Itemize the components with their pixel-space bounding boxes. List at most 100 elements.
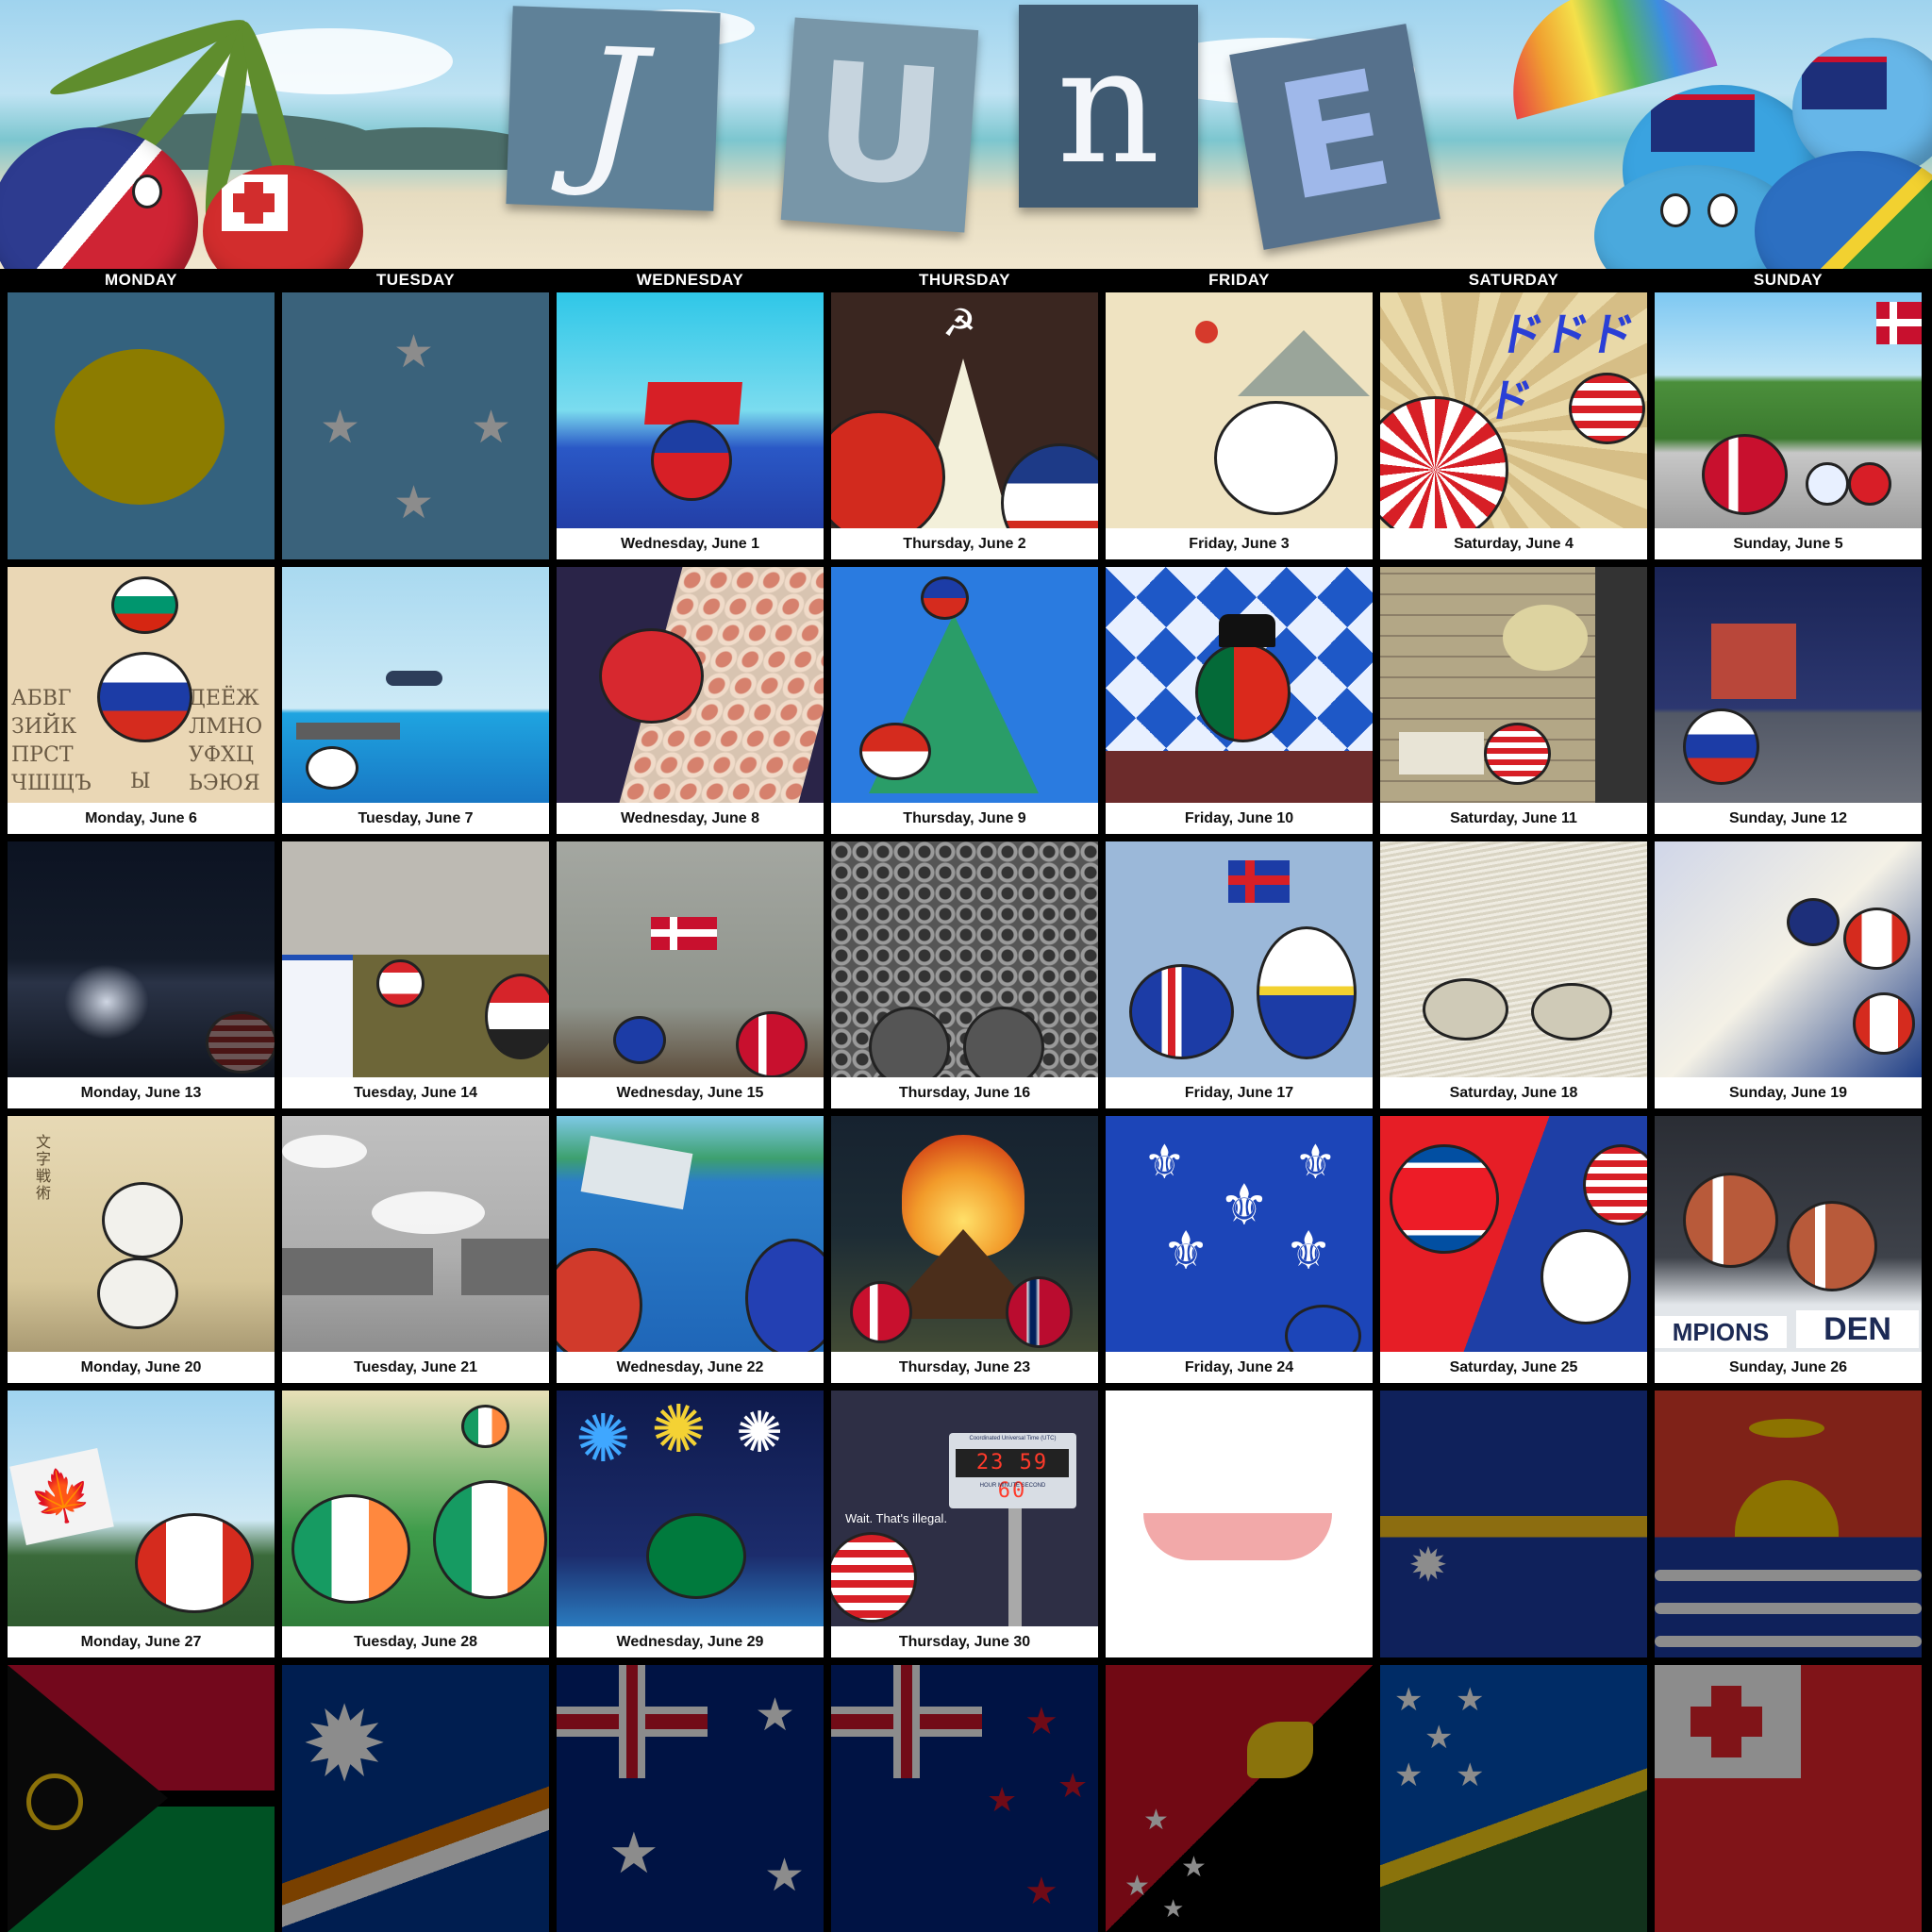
weekday-label-tuesday: TUESDAY xyxy=(375,271,456,289)
calendar-cell[interactable]: Saturday, June 11 xyxy=(1380,567,1647,834)
calendar-cell[interactable]: Friday, June 3 xyxy=(1106,292,1373,559)
russia-ball xyxy=(97,652,192,742)
calendar-cell[interactable]: АБВГ ЗИЙК ПРСТ ЧШЩЪ ДЕЁЖ ЛМНО УФХЦ ЬЭЮЯ … xyxy=(8,567,275,834)
calendar-cell[interactable]: ★ ★ ★ ★ xyxy=(1106,1665,1373,1932)
palau-moon xyxy=(55,349,225,505)
portugal-ball xyxy=(1195,642,1291,742)
weekday-label-thursday: THURSDAY xyxy=(919,271,1010,289)
fleur-de-lis-icon: ⚜ xyxy=(1219,1174,1270,1237)
calendar-cell[interactable]: Thursday, June 16 xyxy=(831,841,1098,1108)
calendar-cell[interactable]: 🍁 Monday, June 27 xyxy=(8,1391,275,1657)
calendar-cell[interactable]: Coordinated Universal Time (UTC) 23 59 6… xyxy=(831,1391,1098,1657)
weekday-label-monday: MONDAY xyxy=(105,271,177,289)
calendar-cell[interactable]: Tuesday, June 21 xyxy=(282,1116,549,1383)
firework-icon: ✺ xyxy=(736,1401,784,1464)
tonga-flag-art xyxy=(1655,1665,1922,1932)
cell-art xyxy=(1655,567,1922,803)
calendar-cell[interactable]: Tuesday, June 14 xyxy=(282,841,549,1108)
calendar-cell[interactable]: Thursday, June 9 xyxy=(831,567,1098,834)
australia-flag-art: ★ ★ ★ xyxy=(557,1665,824,1932)
nauru-flag-art: ✹ xyxy=(1380,1391,1647,1657)
denmark-ball xyxy=(1683,1173,1778,1268)
calendar-cell[interactable] xyxy=(1655,1665,1922,1932)
calendar-cell[interactable]: ☭ Thursday, June 2 xyxy=(831,292,1098,559)
calendar-cell[interactable]: ⚜ ⚜ ⚜ ⚜ ⚜ Friday, June 24 xyxy=(1106,1116,1373,1383)
calendar-cell[interactable]: Saturday, June 18 xyxy=(1380,841,1647,1108)
denmark-flag xyxy=(651,917,717,950)
union-jack xyxy=(831,1665,982,1778)
cyrillic-text-mid: Ы xyxy=(130,770,151,793)
date-label: Tuesday, June 14 xyxy=(282,1077,549,1108)
calendar-cell[interactable]: Saturday, June 25 xyxy=(1380,1116,1647,1383)
star-icon: ★ xyxy=(1058,1766,1089,1805)
wave xyxy=(1655,1570,1922,1581)
date-label: Friday, June 3 xyxy=(1106,528,1373,559)
weekday-header: MONDAY TUESDAY WEDNESDAY THURSDAY FRIDAY… xyxy=(0,269,1932,291)
cathedral xyxy=(1711,624,1796,699)
mountains xyxy=(1238,330,1370,396)
calendar-cell[interactable]: Wednesday, June 1 xyxy=(557,292,824,559)
denmark-flag xyxy=(1876,302,1922,344)
calendar-cell[interactable]: Friday, June 10 xyxy=(1106,567,1373,834)
calendar-cell[interactable]: Wednesday, June 22 xyxy=(557,1116,824,1383)
calendar-cell[interactable]: ★ ★ ★ ★ xyxy=(282,292,549,559)
cell-art: ドドドド xyxy=(1380,292,1647,528)
title-letter-tile: E xyxy=(1229,24,1441,250)
hat-icon xyxy=(1219,614,1275,647)
calendar-cell[interactable]: Monday, June 13 xyxy=(8,841,275,1108)
date-label: Tuesday, June 7 xyxy=(282,803,549,834)
lebanon-ball xyxy=(376,959,425,1008)
calendar-cell[interactable]: Sunday, June 19 xyxy=(1655,841,1922,1108)
calendar-cell[interactable]: ✹ xyxy=(282,1665,549,1932)
calendar-cell[interactable]: ✹ xyxy=(1380,1391,1647,1657)
usa-ball xyxy=(831,1532,917,1623)
header-banner: J U n E xyxy=(0,0,1932,269)
date-label: Sunday, June 19 xyxy=(1655,1077,1922,1108)
sun-icon xyxy=(1735,1480,1839,1537)
star-icon: ★ xyxy=(320,403,361,453)
title-letter: E xyxy=(1264,35,1406,239)
samoa-flag xyxy=(644,382,742,425)
cell-art xyxy=(1106,841,1373,1077)
calendar-cell[interactable] xyxy=(8,1665,275,1932)
sketch-ball xyxy=(1423,978,1508,1041)
den-banner: DEN xyxy=(1796,1310,1919,1348)
korea-ball xyxy=(1214,401,1338,515)
png-flag-art: ★ ★ ★ ★ xyxy=(1106,1665,1373,1932)
micronesia-flag-art: ★ ★ ★ ★ xyxy=(282,292,549,559)
calendar-cell[interactable]: ★ ★ ★ ★ ★ xyxy=(1380,1665,1647,1932)
calendar-cell[interactable] xyxy=(1106,1391,1373,1657)
calendar-cell[interactable] xyxy=(8,292,275,559)
ireland-ball xyxy=(461,1405,509,1448)
newzealand-flag-art: ★ ★ ★ ★ xyxy=(831,1665,1098,1932)
calendar-cell[interactable]: Tuesday, June 7 xyxy=(282,567,549,834)
calendar-cell[interactable]: Tuesday, June 28 xyxy=(282,1391,549,1657)
faroe-ball xyxy=(1257,926,1357,1059)
cell-art xyxy=(557,292,824,528)
cell-art: ⚜ ⚜ ⚜ ⚜ ⚜ xyxy=(1106,1116,1373,1352)
usa-ball xyxy=(1484,723,1551,785)
calendar-cell[interactable]: MPIONS DEN Sunday, June 26 xyxy=(1655,1116,1922,1383)
cell-art xyxy=(282,1391,549,1626)
calendar-cell[interactable]: ドドドド Saturday, June 4 xyxy=(1380,292,1647,559)
title-letter: J xyxy=(577,13,649,204)
quebec-ball xyxy=(1285,1305,1361,1352)
calendar-cell[interactable]: Sunday, June 12 xyxy=(1655,567,1922,834)
calendar-cell[interactable]: Wednesday, June 8 xyxy=(557,567,824,834)
frigatebird-icon xyxy=(1749,1419,1824,1438)
calendar-cell[interactable]: Sunday, June 5 xyxy=(1655,292,1922,559)
star-icon: ★ xyxy=(1424,1720,1454,1756)
calendar-cell[interactable]: Thursday, June 23 xyxy=(831,1116,1098,1383)
calendar-cell[interactable]: Wednesday, June 15 xyxy=(557,841,824,1108)
red-ball xyxy=(831,410,945,528)
calendar-cell[interactable] xyxy=(1655,1391,1922,1657)
weekday-label-friday: FRIDAY xyxy=(1208,271,1270,289)
red-yellow-ball xyxy=(557,1248,642,1352)
calendar-cell[interactable]: ★ ★ ★ ★ xyxy=(831,1665,1098,1932)
calendar-cell[interactable]: Friday, June 17 xyxy=(1106,841,1373,1108)
calendar-cell[interactable]: ★ ★ ★ xyxy=(557,1665,824,1932)
calendar-cell[interactable]: ✺ ✺ ✺ Wednesday, June 29 xyxy=(557,1391,824,1657)
title-letter-tile: n xyxy=(1019,5,1198,208)
calendar-cell[interactable]: 文字 戦術 Monday, June 20 xyxy=(8,1116,275,1383)
date-label: Thursday, June 2 xyxy=(831,528,1098,559)
